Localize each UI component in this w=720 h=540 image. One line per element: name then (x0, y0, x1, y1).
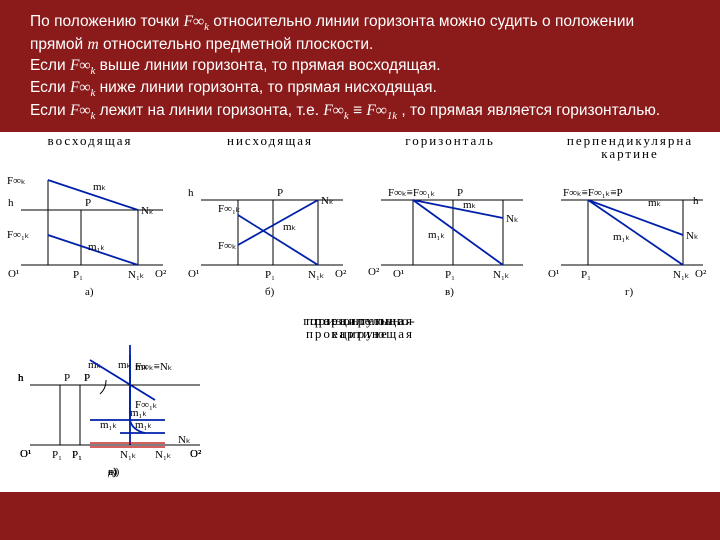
svg-text:Nₖ: Nₖ (178, 434, 191, 446)
svg-text:Nₖ: Nₖ (321, 195, 334, 207)
svg-text:mₖ: mₖ (648, 197, 661, 209)
diagram-title-b: нисходящая (183, 134, 358, 148)
svg-text:F∞ₖ: F∞ₖ (218, 240, 237, 252)
svg-text:O²: O² (190, 448, 202, 460)
svg-text:N₁ₖ: N₁ₖ (493, 269, 509, 281)
svg-text:F∞ₖ≡F∞₁ₖ: F∞ₖ≡F∞₁ₖ (388, 187, 435, 199)
svg-text:г): г) (625, 286, 634, 298)
figure-area: восходящая F∞ₖ mₖ F∞₁ₖ h P Nₖ m₁ₖ O¹ P₁ … (0, 132, 720, 492)
svg-text:F∞₁ₖ: F∞₁ₖ (218, 203, 240, 215)
diagram-svg-v: F∞ₖ≡F∞₁ₖ mₖ P Nₖ m₁ₖ O² O¹ P₁ N₁ₖ в) (363, 150, 538, 310)
svg-text:P: P (85, 197, 91, 209)
svg-text:N₁ₖ: N₁ₖ (308, 269, 324, 281)
diagram-title-a: восходящая (3, 134, 178, 148)
diagram-svg-b: F∞₁ₖ F∞ₖ h P mₖ Nₖ O¹ P₁ N₁ₖ O² б) (183, 150, 358, 310)
t1: По положению точки (30, 13, 184, 30)
svg-text:P₁: P₁ (52, 449, 62, 461)
svg-text:m₁ₖ: m₁ₖ (428, 229, 445, 241)
svg-text:O¹: O¹ (8, 268, 19, 280)
svg-text:ж): ж) (107, 466, 120, 478)
diagram-g: перпендикулярна картине F∞ₖ≡F∞₁ₖ≡P mₖ h … (543, 132, 718, 312)
svg-text:m₁ₖ: m₁ₖ (88, 241, 105, 253)
svg-text:O¹: O¹ (20, 448, 31, 460)
diagram-b: нисходящая F∞₁ₖ F∞ₖ h P mₖ Nₖ O¹ P₁ N₁ₖ … (183, 132, 358, 312)
svg-text:Nₖ: Nₖ (506, 213, 519, 225)
explanatory-text: По положению точки F∞k относительно лини… (0, 0, 720, 132)
svg-text:F∞ₖ≡F∞₁ₖ≡P: F∞ₖ≡F∞₁ₖ≡P (563, 187, 623, 199)
diagram-a: восходящая F∞ₖ mₖ F∞₁ₖ h P Nₖ m₁ₖ O¹ P₁ … (3, 132, 178, 312)
svg-text:P₁: P₁ (73, 269, 83, 281)
svg-text:mₖ: mₖ (135, 361, 148, 373)
diagram-zh: горизонтально- проецирующая h P mₖ m₁ₖ O… (485, 312, 715, 492)
svg-text:в): в) (445, 286, 454, 298)
diagram-title-v: горизонталь (363, 134, 538, 148)
svg-text:h: h (18, 372, 24, 384)
svg-text:O¹: O¹ (393, 268, 404, 280)
svg-text:mₖ: mₖ (283, 221, 296, 233)
svg-text:P₁: P₁ (581, 269, 591, 281)
svg-text:h: h (693, 195, 699, 207)
svg-text:N₁ₖ: N₁ₖ (673, 269, 689, 281)
svg-text:O²: O² (335, 268, 347, 280)
svg-text:P: P (277, 187, 283, 199)
svg-text:N₁ₖ: N₁ₖ (155, 449, 171, 461)
svg-text:P₁: P₁ (265, 269, 275, 281)
svg-text:mₖ: mₖ (93, 181, 106, 193)
svg-text:m₁ₖ: m₁ₖ (613, 231, 630, 243)
diagram-v: горизонталь F∞ₖ≡F∞₁ₖ mₖ P Nₖ m₁ₖ O² O¹ P… (363, 132, 538, 312)
svg-text:P: P (64, 372, 70, 384)
diagram-svg-g: F∞ₖ≡F∞₁ₖ≡P mₖ h Nₖ m₁ₖ O¹ P₁ N₁ₖ O² г) (543, 150, 718, 310)
svg-text:O²: O² (695, 268, 707, 280)
svg-text:Nₖ: Nₖ (686, 230, 699, 242)
svg-text:h: h (8, 197, 14, 209)
svg-text:P: P (457, 187, 463, 199)
svg-text:б): б) (265, 286, 275, 298)
svg-text:h: h (188, 187, 194, 199)
diagram-row-2: проецирующая mₖ F∞ₖ≡Nₖ h P F∞₁ₖ m₁ₖ O¹ P… (0, 312, 720, 492)
svg-text:Nₖ: Nₖ (141, 205, 154, 217)
svg-text:m₁ₖ: m₁ₖ (135, 419, 152, 431)
svg-text:N₁ₖ: N₁ₖ (128, 269, 144, 281)
svg-text:O¹: O¹ (548, 268, 559, 280)
diagram-svg-a: F∞ₖ mₖ F∞₁ₖ h P Nₖ m₁ₖ O¹ P₁ N₁ₖ O² а) (3, 150, 178, 310)
svg-text:а): а) (85, 286, 94, 298)
diagram-row-1: восходящая F∞ₖ mₖ F∞₁ₖ h P Nₖ m₁ₖ O¹ P₁ … (0, 132, 720, 312)
svg-text:O²: O² (368, 266, 380, 278)
svg-text:O¹: O¹ (188, 268, 199, 280)
svg-text:F∞ₖ: F∞ₖ (7, 175, 26, 187)
svg-text:P₁: P₁ (445, 269, 455, 281)
svg-text:O²: O² (155, 268, 167, 280)
svg-text:mₖ: mₖ (463, 199, 476, 211)
diagram-svg-zh: h P mₖ m₁ₖ O¹ P₁ N₁ₖ Nₖ O² ж) (0, 330, 230, 490)
svg-text:F∞₁ₖ: F∞₁ₖ (7, 229, 29, 241)
